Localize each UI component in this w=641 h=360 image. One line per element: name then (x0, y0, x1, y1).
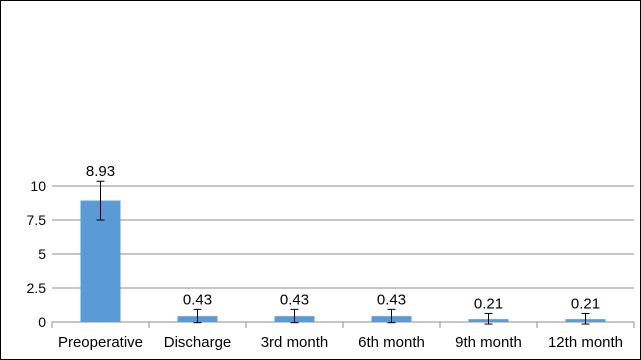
x-category-label: 3rd month (261, 334, 329, 351)
x-category-label: 6th month (358, 334, 425, 351)
data-label: 8.93 (86, 163, 115, 180)
data-label: 0.43 (183, 291, 212, 308)
x-category-label: Preoperative (58, 334, 143, 351)
x-category-label: 9th month (455, 334, 522, 351)
bar (80, 200, 121, 322)
data-label: 0.43 (280, 291, 309, 308)
x-category-label: Discharge (164, 334, 232, 351)
y-tick-label: 10 (30, 178, 46, 194)
data-label: 0.21 (571, 295, 600, 312)
y-tick-label: 2.5 (27, 280, 47, 296)
data-label: 0.21 (474, 295, 503, 312)
data-label: 0.43 (377, 291, 406, 308)
y-tick-label: 0 (38, 314, 46, 330)
y-tick-label: 5 (38, 246, 46, 262)
x-category-label: 12th month (548, 334, 623, 351)
y-tick-label: 7.5 (27, 212, 47, 228)
